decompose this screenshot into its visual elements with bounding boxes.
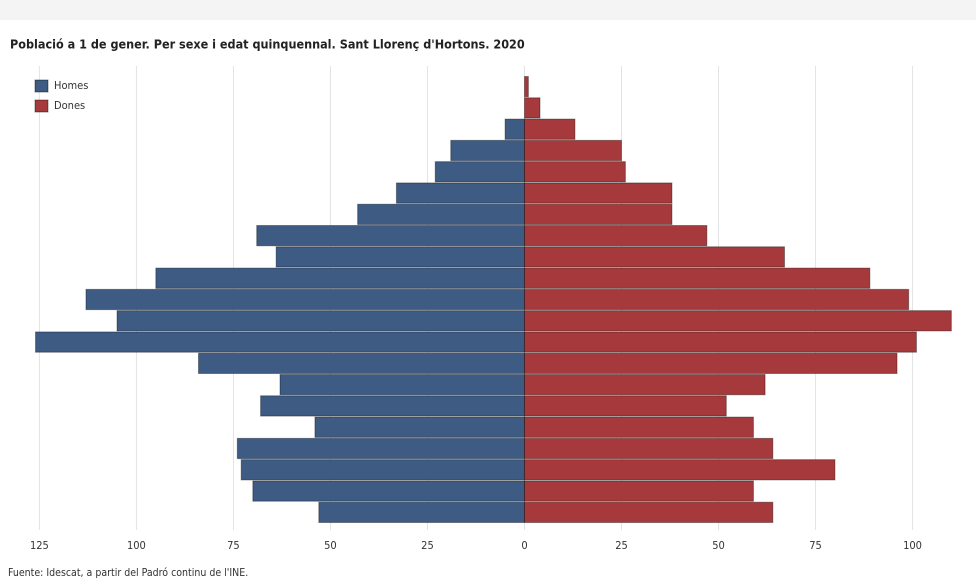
bar bbox=[523, 310, 952, 332]
bar bbox=[523, 331, 917, 353]
x-tick-label: 100 bbox=[903, 539, 922, 552]
bar bbox=[523, 118, 576, 140]
bar bbox=[523, 374, 766, 396]
bar bbox=[318, 501, 525, 524]
bar bbox=[275, 246, 525, 268]
bar bbox=[523, 416, 754, 438]
x-tick-label: 75 bbox=[809, 539, 822, 552]
bar bbox=[523, 437, 774, 460]
x-tick-label: 25 bbox=[615, 539, 628, 552]
chart-title: Població a 1 de gener. Per sexe i edat q… bbox=[10, 37, 525, 52]
bar bbox=[236, 437, 525, 460]
x-tick-label: 125 bbox=[30, 539, 49, 552]
bar bbox=[523, 161, 626, 183]
bar bbox=[314, 416, 525, 438]
x-tick-label: 50 bbox=[712, 539, 725, 552]
bar bbox=[523, 459, 836, 481]
x-tick-label: 0 bbox=[521, 539, 527, 552]
bar bbox=[450, 139, 525, 162]
bar bbox=[523, 501, 774, 524]
bar bbox=[523, 139, 623, 162]
top-band bbox=[0, 0, 976, 20]
bar bbox=[260, 395, 525, 417]
bar bbox=[523, 76, 529, 98]
bar bbox=[523, 395, 727, 417]
bar bbox=[116, 310, 525, 332]
bar bbox=[434, 161, 525, 183]
bar bbox=[523, 246, 785, 268]
bar bbox=[523, 182, 673, 204]
legend-swatch bbox=[34, 99, 49, 113]
bar bbox=[35, 331, 525, 353]
bar bbox=[395, 182, 525, 204]
bar bbox=[523, 288, 910, 311]
bar bbox=[523, 480, 754, 502]
x-tick-label: 75 bbox=[227, 539, 240, 552]
source-note: Fuente: Idescat, a partir del Padró cont… bbox=[8, 567, 248, 579]
bar bbox=[504, 118, 525, 140]
bar bbox=[155, 267, 525, 289]
legend-label: Dones bbox=[54, 99, 85, 112]
bar bbox=[198, 352, 525, 375]
bar bbox=[252, 480, 525, 502]
x-tick-label: 25 bbox=[421, 539, 434, 552]
bar bbox=[523, 203, 673, 225]
bar bbox=[523, 225, 708, 247]
bar bbox=[256, 225, 525, 247]
bar bbox=[523, 352, 898, 375]
bar bbox=[523, 267, 871, 289]
bar bbox=[85, 288, 525, 311]
bar bbox=[523, 97, 541, 119]
bar bbox=[357, 203, 525, 225]
bar bbox=[279, 374, 525, 396]
legend-label: Homes bbox=[54, 79, 88, 92]
bar bbox=[240, 459, 525, 481]
x-tick-label: 100 bbox=[127, 539, 146, 552]
legend-swatch bbox=[34, 79, 49, 93]
x-tick-label: 50 bbox=[324, 539, 337, 552]
